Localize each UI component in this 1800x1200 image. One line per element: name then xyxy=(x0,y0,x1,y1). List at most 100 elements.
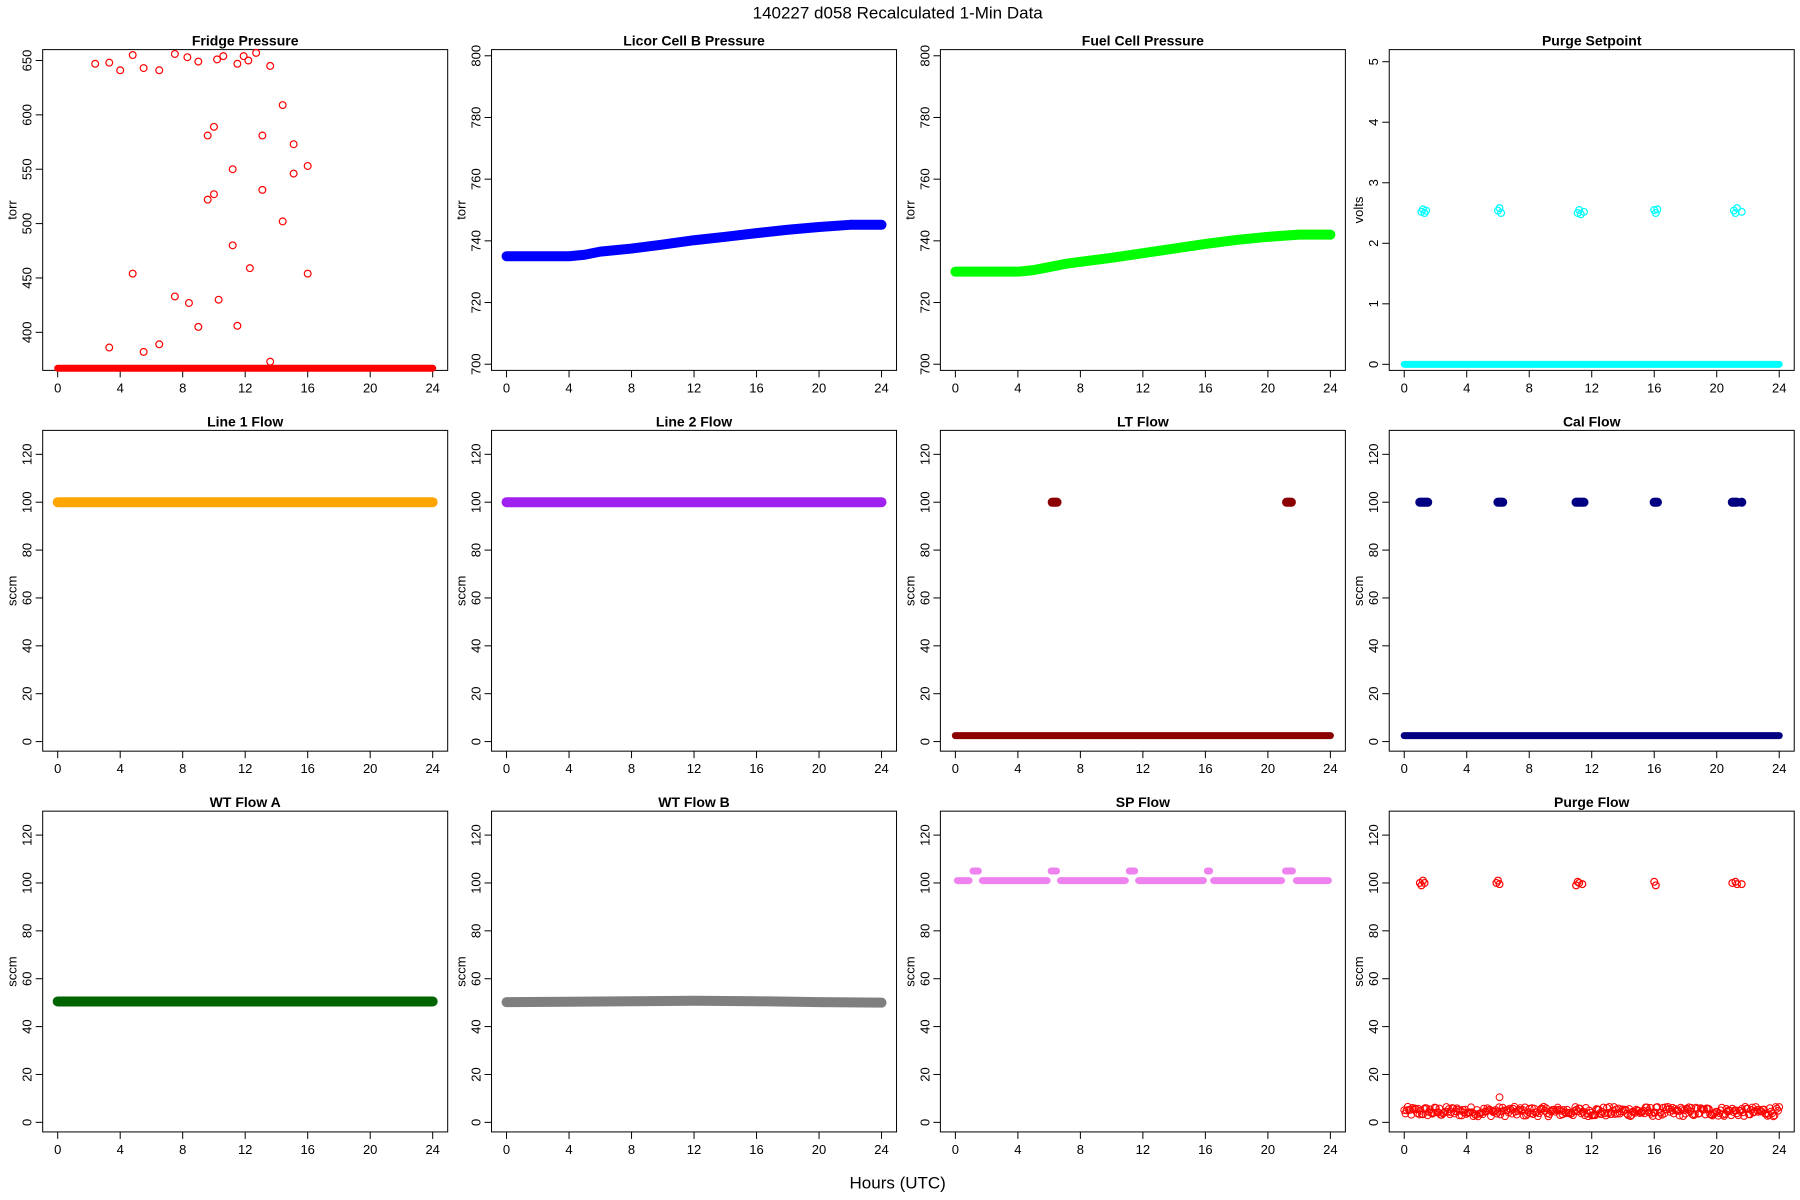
x-tick-label: 4 xyxy=(565,761,572,776)
data-point xyxy=(278,217,287,226)
x-tick-label: 0 xyxy=(54,380,61,395)
x-tick-label: 20 xyxy=(812,380,826,395)
data-point xyxy=(1495,880,1504,889)
x-tick-label: 0 xyxy=(952,761,959,776)
x-tick-label: 12 xyxy=(1584,1142,1598,1157)
noise-point xyxy=(1755,1105,1764,1114)
y-axis-label: torr xyxy=(5,200,20,220)
x-tick-label: 16 xyxy=(300,1142,314,1157)
x-tick-label: 4 xyxy=(117,380,124,395)
y-tick-label: 0 xyxy=(20,1119,35,1126)
noise-point xyxy=(1494,1107,1502,1116)
y-tick-label: 780 xyxy=(469,107,484,129)
y-tick-label: 120 xyxy=(1366,443,1381,465)
noise-point xyxy=(1748,1103,1757,1112)
x-tick-label: 12 xyxy=(1136,380,1150,395)
x-axis-label: Hours (UTC) xyxy=(850,1173,946,1192)
y-tick-label: 80 xyxy=(20,543,35,557)
noise-point xyxy=(1558,1110,1567,1119)
y-tick-label: 700 xyxy=(469,353,484,375)
y-tick-label: 120 xyxy=(917,443,932,465)
x-tick-label: 24 xyxy=(425,380,439,395)
y-tick-label: 60 xyxy=(20,591,35,605)
x-tick-label: 16 xyxy=(1647,380,1661,395)
x-tick-label: 4 xyxy=(1014,380,1021,395)
y-tick-label: 740 xyxy=(917,230,932,252)
noise-point xyxy=(1769,1112,1778,1121)
x-tick-label: 16 xyxy=(300,380,314,395)
x-tick-label: 0 xyxy=(952,380,959,395)
y-tick-label: 700 xyxy=(917,353,932,375)
data-point xyxy=(170,49,179,58)
panel-lt: LT Flow sccm 0 4 8 12 16 20 24 0 20 40 60 80 100 120 xyxy=(902,413,1346,776)
data-point xyxy=(213,55,222,64)
noise-point xyxy=(1406,1106,1414,1114)
y-tick-label: 800 xyxy=(469,45,484,67)
data-point xyxy=(1579,497,1589,507)
x-tick-label: 20 xyxy=(1261,380,1275,395)
data-point xyxy=(1493,876,1502,885)
noise-point xyxy=(1760,1105,1768,1114)
data-point xyxy=(1422,206,1431,215)
noise-point xyxy=(1601,1111,1610,1120)
panel-wta: WT Flow A sccm 0 4 8 12 16 20 24 0 20 40 60 80 100 120 xyxy=(5,794,449,1157)
y-axis-label: sccm xyxy=(902,576,917,606)
panel-title: SP Flow xyxy=(1116,794,1170,810)
x-tick-label: 24 xyxy=(874,761,888,776)
y-tick-label: 40 xyxy=(20,639,35,653)
y-tick-label: 40 xyxy=(917,639,932,653)
y-tick-label: 120 xyxy=(917,824,932,846)
x-tick-label: 0 xyxy=(54,1142,61,1157)
x-tick-label: 20 xyxy=(363,380,377,395)
y-tick-label: 60 xyxy=(469,591,484,605)
y-tick-label: 80 xyxy=(917,543,932,557)
y-axis-label: sccm xyxy=(5,576,20,606)
data-point xyxy=(1578,880,1587,889)
y-tick-label: 3 xyxy=(1366,179,1381,186)
data-point xyxy=(116,66,125,75)
plot-frame xyxy=(939,810,1346,1133)
data-point xyxy=(128,269,137,278)
data-point xyxy=(1737,880,1746,889)
data-point xyxy=(184,298,193,307)
data-point xyxy=(1652,497,1662,507)
noise-series xyxy=(1400,1093,1784,1121)
data-point xyxy=(303,161,312,170)
y-tick-label: 100 xyxy=(917,872,932,894)
y-tick-label: 60 xyxy=(917,591,932,605)
y-tick-label: 40 xyxy=(1366,1019,1381,1033)
y-tick-label: 740 xyxy=(469,230,484,252)
y-tick-label: 550 xyxy=(20,158,35,180)
data-point xyxy=(1052,497,1062,507)
x-tick-label: 16 xyxy=(1198,1142,1212,1157)
x-tick-label: 8 xyxy=(628,380,635,395)
x-tick-label: 12 xyxy=(687,761,701,776)
x-tick-label: 8 xyxy=(1077,380,1084,395)
y-tick-label: 600 xyxy=(20,104,35,126)
noise-point xyxy=(1538,1104,1547,1113)
x-tick-label: 0 xyxy=(1401,1142,1408,1157)
data-point xyxy=(209,190,218,199)
x-tick-label: 0 xyxy=(503,380,510,395)
plot-frame xyxy=(1388,810,1795,1133)
noise-point xyxy=(1775,1103,1784,1111)
x-tick-label: 16 xyxy=(1647,1142,1661,1157)
y-tick-label: 0 xyxy=(917,1119,932,1126)
x-tick-label: 8 xyxy=(179,380,186,395)
y-tick-label: 100 xyxy=(20,872,35,894)
y-tick-label: 60 xyxy=(1366,591,1381,605)
panel-title: Cal Flow xyxy=(1563,413,1621,429)
x-tick-label: 4 xyxy=(1463,761,1470,776)
y-tick-label: 450 xyxy=(20,267,35,289)
x-tick-label: 24 xyxy=(1323,380,1337,395)
series-line xyxy=(501,219,887,262)
y-axis-label: sccm xyxy=(1351,956,1366,986)
data-point xyxy=(105,58,114,67)
y-axis-label: sccm xyxy=(5,956,20,986)
noise-point xyxy=(1599,1103,1608,1112)
x-tick-label: 4 xyxy=(1463,1142,1470,1157)
data-point xyxy=(139,347,148,356)
y-tick-label: 80 xyxy=(469,543,484,557)
y-tick-label: 60 xyxy=(917,971,932,985)
